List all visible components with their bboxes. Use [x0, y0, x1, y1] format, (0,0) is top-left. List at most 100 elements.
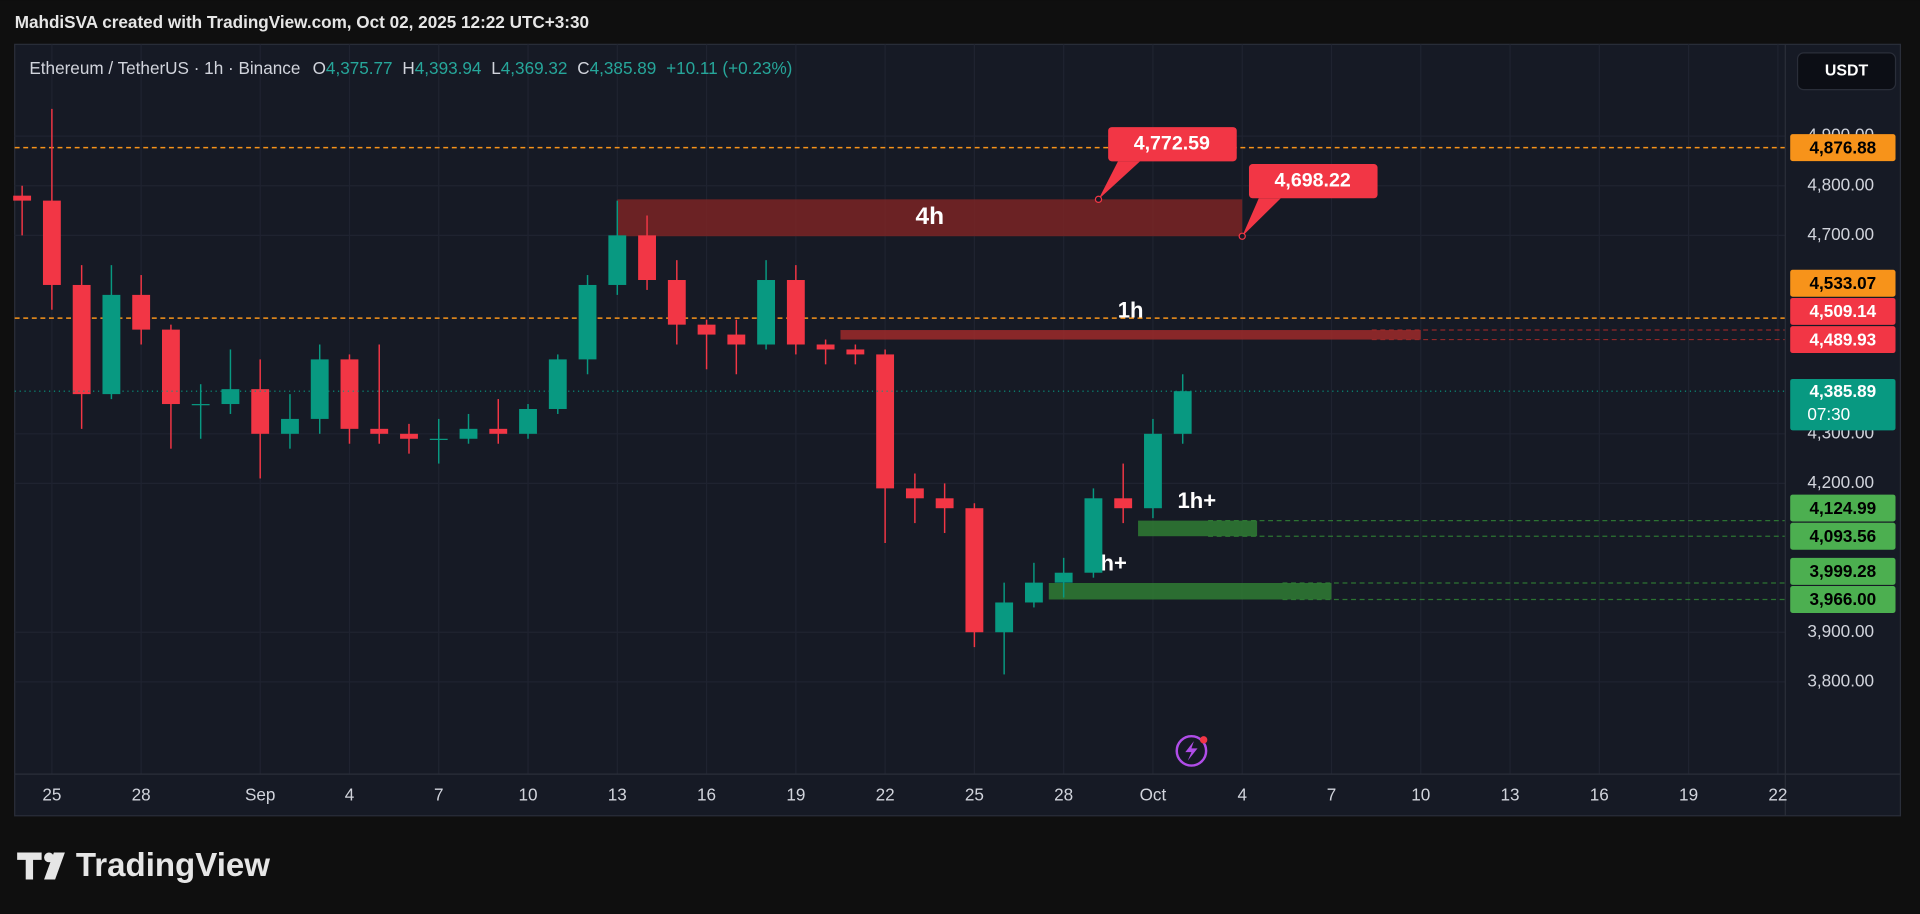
candle-body — [281, 418, 299, 434]
alert-icon[interactable] — [1175, 734, 1208, 767]
candle-body — [1024, 582, 1043, 603]
candle-body — [1054, 572, 1073, 583]
candle-body — [42, 200, 61, 285]
currency-button-label[interactable]: USDT — [1825, 62, 1869, 79]
x-tick-label: 7 — [1327, 785, 1337, 805]
tv-logo — [17, 852, 65, 880]
candle-body — [846, 349, 865, 355]
candle-body — [935, 498, 954, 509]
ohlc-value: 4,385.89 — [590, 57, 657, 77]
last-price-text: 4,385.89 — [1810, 381, 1877, 401]
candle-body — [727, 334, 746, 345]
x-tick-label: Oct — [1140, 785, 1167, 805]
price-label-text: 4,533.07 — [1810, 273, 1877, 293]
candle-body — [638, 235, 656, 281]
y-tick-label: 3,800.00 — [1807, 670, 1874, 690]
candle-body — [1084, 498, 1103, 573]
currency-button[interactable] — [1796, 52, 1897, 91]
x-tick-label: 4 — [1237, 785, 1247, 805]
x-tick-label: 10 — [1411, 785, 1430, 805]
candle-body — [905, 488, 924, 499]
change: +10.11 (+0.23%) — [666, 57, 792, 77]
callout-label: 4,772.59 — [1134, 132, 1210, 154]
x-tick-label: Sep — [245, 785, 275, 805]
x-tick-label: 25 — [42, 785, 61, 805]
candle-body — [310, 359, 329, 419]
x-tick-label: 4 — [345, 785, 355, 805]
ohlc-value: 4,369.32 — [501, 57, 568, 77]
x-tick-label: 22 — [876, 785, 895, 805]
candle-body — [578, 284, 597, 360]
price-label — [1790, 326, 1896, 354]
x-tick-label: 25 — [965, 785, 984, 805]
candle-body — [72, 284, 91, 395]
candle-body — [13, 195, 32, 201]
x-tick-label: 13 — [608, 785, 627, 805]
zone — [1048, 582, 1332, 600]
price-label-text: 4,124.99 — [1810, 498, 1877, 518]
watermark: TradingView — [76, 847, 270, 884]
price-label-text: 4,509.14 — [1810, 301, 1877, 321]
price-label-text: 4,876.88 — [1810, 137, 1877, 157]
zone — [840, 330, 1421, 340]
y-tick-label: 3,900.00 — [1807, 621, 1874, 641]
price-label — [1790, 586, 1896, 613]
candle-body — [519, 408, 537, 434]
candle-body — [876, 354, 895, 489]
ohlc-legend: Ethereum / TetherUS · 1h · Binance O4,375… — [29, 57, 792, 77]
candle-body — [340, 359, 359, 429]
zone-label: 1h+ — [1178, 488, 1217, 513]
candle-body — [429, 438, 448, 440]
callout-anchor — [1238, 232, 1246, 240]
ohlc-key: H — [402, 57, 414, 77]
candle-body — [995, 602, 1014, 633]
price-label-text: 4,489.93 — [1810, 329, 1877, 349]
candle-body — [667, 280, 686, 325]
price-label-text: 4,093.56 — [1810, 526, 1877, 546]
candle-body — [191, 404, 210, 406]
callout-pointer — [1098, 161, 1140, 200]
x-tick-label: 28 — [1054, 785, 1073, 805]
countdown-text: 07:30 — [1807, 404, 1850, 424]
candle-body — [548, 359, 567, 409]
candle-body — [370, 428, 389, 434]
candle-body — [459, 428, 478, 439]
price-label — [1790, 297, 1896, 325]
x-tick-label: 28 — [132, 785, 151, 805]
candle-body — [102, 294, 121, 395]
x-tick-label: 16 — [697, 785, 716, 805]
x-tick-label: 10 — [518, 785, 537, 805]
candle-body — [1144, 433, 1162, 509]
zone — [1138, 520, 1258, 537]
zone-label: 4h — [915, 203, 944, 230]
symbol: Ethereum / TetherUS · 1h · Binance — [29, 57, 300, 77]
y-tick-label: 4,200.00 — [1807, 472, 1874, 492]
x-tick-label: 19 — [786, 785, 805, 805]
candle-body — [400, 433, 418, 439]
logo-mark — [17, 852, 42, 880]
price-label — [1790, 134, 1896, 162]
candle-body — [132, 294, 151, 330]
candle-body — [161, 329, 180, 405]
logo-mark — [44, 852, 65, 880]
callout-label: 4,698.22 — [1275, 169, 1351, 191]
chart-panel — [14, 43, 1902, 817]
candle-body — [965, 508, 984, 633]
y-tick-label: 4,800.00 — [1807, 174, 1874, 194]
y-tick-label: 4,700.00 — [1807, 224, 1874, 244]
ohlc-key: L — [491, 57, 501, 77]
candle-body — [786, 280, 805, 345]
candle-body — [221, 389, 240, 405]
x-tick-label: 19 — [1679, 785, 1698, 805]
candle-body — [757, 280, 776, 345]
ohlc-key: O — [313, 57, 326, 77]
callout-anchor — [1094, 195, 1103, 204]
price-label — [1790, 269, 1896, 297]
alert-bolt — [1185, 741, 1198, 761]
price-label — [1790, 522, 1896, 550]
x-tick-label: 13 — [1501, 785, 1520, 805]
candle-body — [1173, 391, 1192, 434]
price-label-text: 3,999.28 — [1810, 561, 1877, 581]
price-label — [1790, 557, 1896, 585]
